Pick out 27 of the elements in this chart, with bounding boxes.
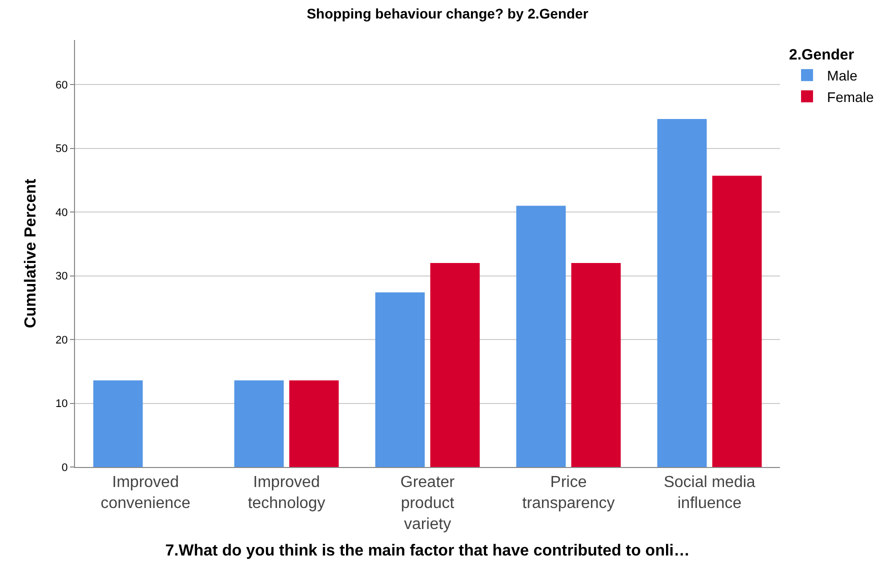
x-axis-title: 7.What do you think is the main factor that have contributed to onli… [165, 542, 690, 560]
bar [375, 292, 425, 467]
legend-label: Male [827, 68, 858, 84]
bar [571, 263, 621, 467]
bar [289, 380, 339, 467]
y-tick-label: 40 [56, 206, 68, 219]
legend-title: 2.Gender [789, 46, 854, 64]
bar [93, 380, 143, 467]
x-tick-label: Improved convenience [100, 474, 191, 512]
bar [430, 263, 480, 467]
legend-label: Female [827, 88, 874, 105]
y-tick-label: 20 [56, 334, 68, 346]
chart-title: Shopping behaviour change? by 2.Gender [306, 5, 589, 22]
bar [234, 380, 284, 467]
x-tick-label: Price transparency [522, 474, 615, 512]
bar [657, 119, 707, 467]
y-tick-label: 60 [56, 79, 68, 92]
x-tick-label: Social media influence [664, 474, 756, 512]
y-tick-label: 50 [56, 143, 68, 156]
y-tick-label: 30 [56, 270, 68, 283]
x-tick-label: Improved technology [248, 474, 326, 512]
y-tick-label: 10 [56, 398, 68, 410]
y-tick-label: 0 [62, 462, 68, 474]
x-tick-label: Greater product variety [400, 474, 456, 533]
bar [712, 176, 762, 467]
y-axis-title: Cumulative Percent [22, 178, 40, 328]
bar [516, 206, 566, 467]
